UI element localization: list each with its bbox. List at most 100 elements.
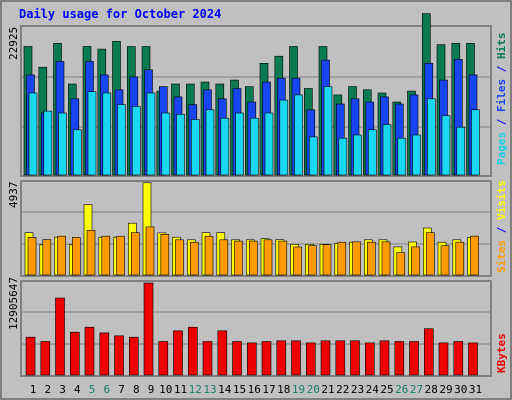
sites-bar <box>234 240 243 276</box>
pages-bar <box>58 112 67 176</box>
sites-bar <box>42 239 52 276</box>
sites-bar <box>101 235 111 276</box>
pages-bar <box>279 99 289 176</box>
pages-bar <box>353 134 362 176</box>
kbytes-bar <box>232 341 242 376</box>
x-tick-label: 15 <box>233 383 246 396</box>
sites-bar <box>219 239 229 276</box>
x-tick-label: 31 <box>469 383 482 396</box>
pages-bar <box>220 117 230 176</box>
sites-bar <box>175 239 184 276</box>
kbytes-bar <box>350 340 360 376</box>
sites-bar <box>337 241 347 276</box>
middle-panel-frame <box>20 180 492 277</box>
x-tick-label: 16 <box>248 383 261 396</box>
top-panel-frame <box>20 25 492 177</box>
kbytes-bar <box>114 335 124 376</box>
x-tick-label: 9 <box>148 383 155 396</box>
x-tick-label: 21 <box>321 383 334 396</box>
pages-bar <box>132 106 141 176</box>
sites-bar <box>425 232 435 276</box>
sites-bar <box>455 241 465 276</box>
sites-bar <box>322 244 332 276</box>
sites-bar <box>27 237 37 276</box>
kbytes-bar <box>158 341 169 376</box>
pages-bar <box>264 112 274 176</box>
bar-layer <box>22 13 490 376</box>
middle-side-legend: Sites / Visits <box>495 180 508 273</box>
x-tick-label: 11 <box>174 383 187 396</box>
pages-bar <box>235 112 244 176</box>
x-tick-label: 14 <box>218 383 232 396</box>
kbytes-bar <box>188 326 198 376</box>
x-tick-label: 18 <box>277 383 290 396</box>
kbytes-bar <box>423 328 434 376</box>
sites-bar <box>396 252 406 276</box>
x-tick-label: 7 <box>118 383 125 396</box>
legend-files: Files <box>495 79 508 112</box>
legend-sep-2: / <box>495 59 508 79</box>
bottom-ymax-label: 12905647 <box>7 277 20 330</box>
kbytes-bar <box>70 331 80 376</box>
sites-bar <box>366 241 376 276</box>
pages-bar <box>205 109 215 176</box>
x-tick-label: 30 <box>454 383 467 396</box>
kbytes-bar <box>394 341 405 376</box>
x-tick-label: 17 <box>262 383 275 396</box>
kbytes-bar <box>40 341 51 376</box>
legend-hits: Hits <box>495 33 508 60</box>
kbytes-bar <box>202 341 213 376</box>
x-tick-label: 23 <box>351 383 364 396</box>
top-side-legend: Pages / Files / Hits <box>495 33 508 166</box>
legend-visits: Visits <box>495 180 508 220</box>
pages-bar <box>367 129 377 176</box>
kbytes-bar <box>276 340 287 376</box>
x-tick-label: 22 <box>336 383 349 396</box>
kbytes-bar <box>217 330 228 376</box>
kbytes-bar <box>84 326 95 376</box>
pages-bar <box>146 92 156 176</box>
kbytes-bar <box>143 282 154 376</box>
kbytes-bar <box>25 336 36 376</box>
x-tick-label: 5 <box>89 383 96 396</box>
kbytes-bar <box>173 330 183 376</box>
pages-bar <box>28 92 38 176</box>
pages-bar <box>426 98 436 176</box>
sites-bar <box>249 240 258 276</box>
kbytes-bar <box>247 342 257 376</box>
kbytes-bar <box>453 341 464 376</box>
sites-bar <box>411 246 420 276</box>
legend-pages: Pages <box>495 132 508 165</box>
kbytes-bar <box>468 342 478 376</box>
pages-bar <box>412 134 421 176</box>
pages-bar <box>441 115 451 176</box>
sites-bar <box>278 240 288 276</box>
chart-title: Daily usage for October 2024 <box>19 7 221 21</box>
pages-bar <box>102 92 112 176</box>
sites-bar <box>293 246 302 276</box>
x-tick-label: 13 <box>203 383 216 396</box>
pages-bar <box>323 86 333 176</box>
top-ymax-label: 22925 <box>7 27 20 60</box>
pages-bar <box>176 114 185 176</box>
sites-bar <box>145 226 155 276</box>
sites-bar <box>160 234 170 276</box>
x-tick-label: 6 <box>103 383 110 396</box>
sites-bar <box>352 241 361 276</box>
kbytes-bar <box>320 340 331 376</box>
kbytes-bar <box>261 341 272 376</box>
legend-kbytes: KBytes <box>495 333 508 373</box>
kbytes-bar <box>379 340 390 376</box>
x-tick-label: 3 <box>59 383 66 396</box>
x-tick-label: 12 <box>189 383 202 396</box>
sites-bar <box>204 235 214 276</box>
bottom-side-legend: KBytes <box>495 333 508 373</box>
pages-bar <box>397 137 407 176</box>
x-tick-label: 2 <box>44 383 51 396</box>
x-tick-label: 1 <box>30 383 37 396</box>
x-tick-label: 26 <box>395 383 408 396</box>
kbytes-bar <box>305 342 316 376</box>
pages-bar <box>43 110 53 176</box>
x-tick-label: 24 <box>366 383 380 396</box>
